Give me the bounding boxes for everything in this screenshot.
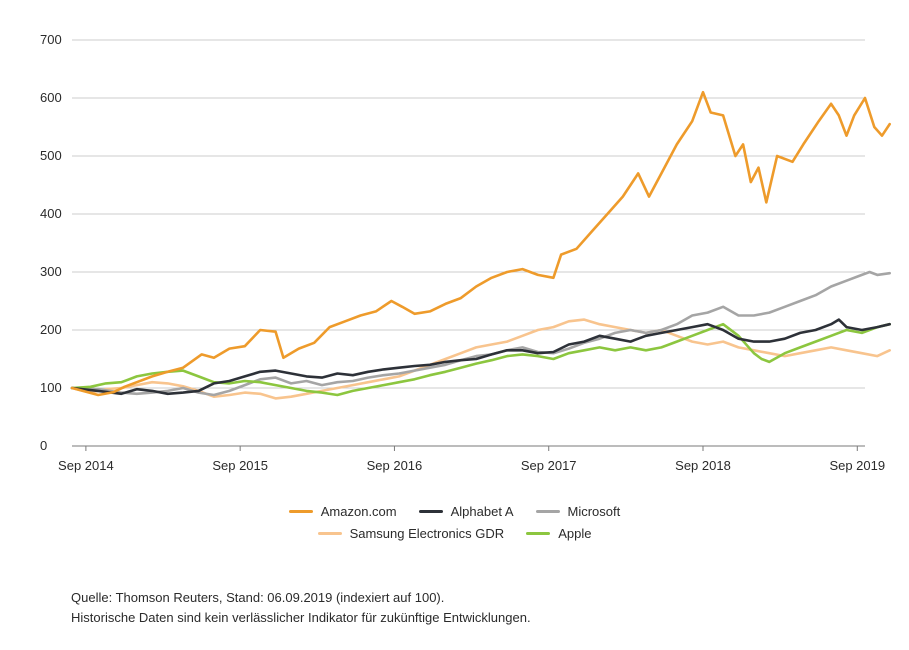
gridlines [72, 39, 865, 447]
y-tick-label: 200 [40, 322, 62, 337]
y-tick-label: 0 [40, 438, 47, 453]
footnote-disclaimer: Historische Daten sind kein verlässliche… [71, 610, 531, 625]
x-axis-ticks: Sep 2014 Sep 2015 Sep 2016 Sep 2017 Sep 2018… [58, 446, 885, 473]
legend-item-samsung: Samsung Electronics GDR [317, 525, 505, 541]
series-line-alphabet-a [70, 318, 891, 396]
x-tick-label: Sep 2019 [829, 458, 885, 473]
legend-swatch-apple [526, 531, 551, 535]
y-tick-label: 600 [40, 90, 62, 105]
series-lines [70, 90, 891, 400]
x-tick-label: Sep 2015 [212, 458, 268, 473]
y-tick-label: 500 [40, 148, 62, 163]
legend-row-1: Amazon.com Alphabet A Microsoft [0, 500, 909, 522]
x-tick-label: Sep 2018 [675, 458, 731, 473]
legend-label-samsung: Samsung Electronics GDR [349, 525, 505, 541]
legend-row-2: Samsung Electronics GDR Apple [0, 522, 909, 544]
legend-label-apple: Apple [558, 525, 592, 541]
legend-label-alphabet: Alphabet A [450, 503, 514, 519]
legend-label-amazon: Amazon.com [320, 503, 397, 519]
legend-swatch-microsoft [535, 509, 560, 513]
legend-label-microsoft: Microsoft [567, 503, 621, 519]
legend-item-microsoft: Microsoft [535, 503, 621, 519]
legend-swatch-alphabet [418, 509, 443, 513]
legend: Amazon.com Alphabet A Microsoft Samsung … [0, 500, 909, 544]
series-line-amazon-com [70, 90, 891, 397]
footnote-source: Quelle: Thomson Reuters, Stand: 06.09.20… [71, 590, 445, 605]
x-tick-label: Sep 2014 [58, 458, 114, 473]
legend-swatch-amazon [288, 509, 313, 513]
x-tick-label: Sep 2017 [521, 458, 577, 473]
y-tick-label: 400 [40, 206, 62, 221]
legend-item-apple: Apple [526, 526, 591, 541]
legend-swatch-samsung [317, 531, 342, 535]
y-tick-label: 700 [40, 32, 62, 47]
y-axis-ticks: 0 100 200 300 400 500 600 700 [40, 32, 62, 453]
x-tick-label: Sep 2016 [367, 458, 423, 473]
legend-item-amazon: Amazon.com [288, 503, 397, 519]
series-line-microsoft [70, 270, 891, 397]
footnote: Quelle: Thomson Reuters, Stand: 06.09.20… [71, 588, 531, 628]
y-tick-label: 300 [40, 264, 62, 279]
y-tick-label: 100 [40, 380, 62, 395]
legend-item-alphabet: Alphabet A [418, 503, 514, 519]
